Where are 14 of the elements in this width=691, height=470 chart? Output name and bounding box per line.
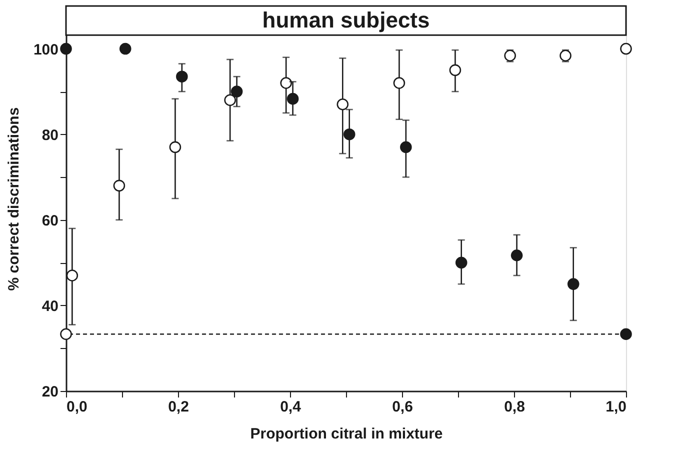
band-label: human subjects bbox=[262, 8, 430, 33]
x-axis-title: Proportion citral in mixture bbox=[250, 426, 443, 442]
y-tick-label: 60 bbox=[42, 212, 58, 230]
x-tick-label: 0,4 bbox=[280, 398, 302, 416]
y-tick-label: 100 bbox=[33, 41, 58, 58]
x-tick-label: 0,0 bbox=[66, 398, 88, 416]
y-tick-label: 40 bbox=[42, 298, 58, 315]
y-tick-label: 80 bbox=[42, 126, 58, 144]
x-tick-label: 0,2 bbox=[168, 398, 189, 416]
x-tick-label: 0,6 bbox=[392, 398, 413, 416]
x-tick-label: 0,8 bbox=[504, 398, 525, 416]
x-tick-label: 1,0 bbox=[606, 398, 626, 416]
y-axis-title: % correct discriminations bbox=[5, 107, 22, 291]
y-tick-label: 20 bbox=[42, 384, 58, 400]
